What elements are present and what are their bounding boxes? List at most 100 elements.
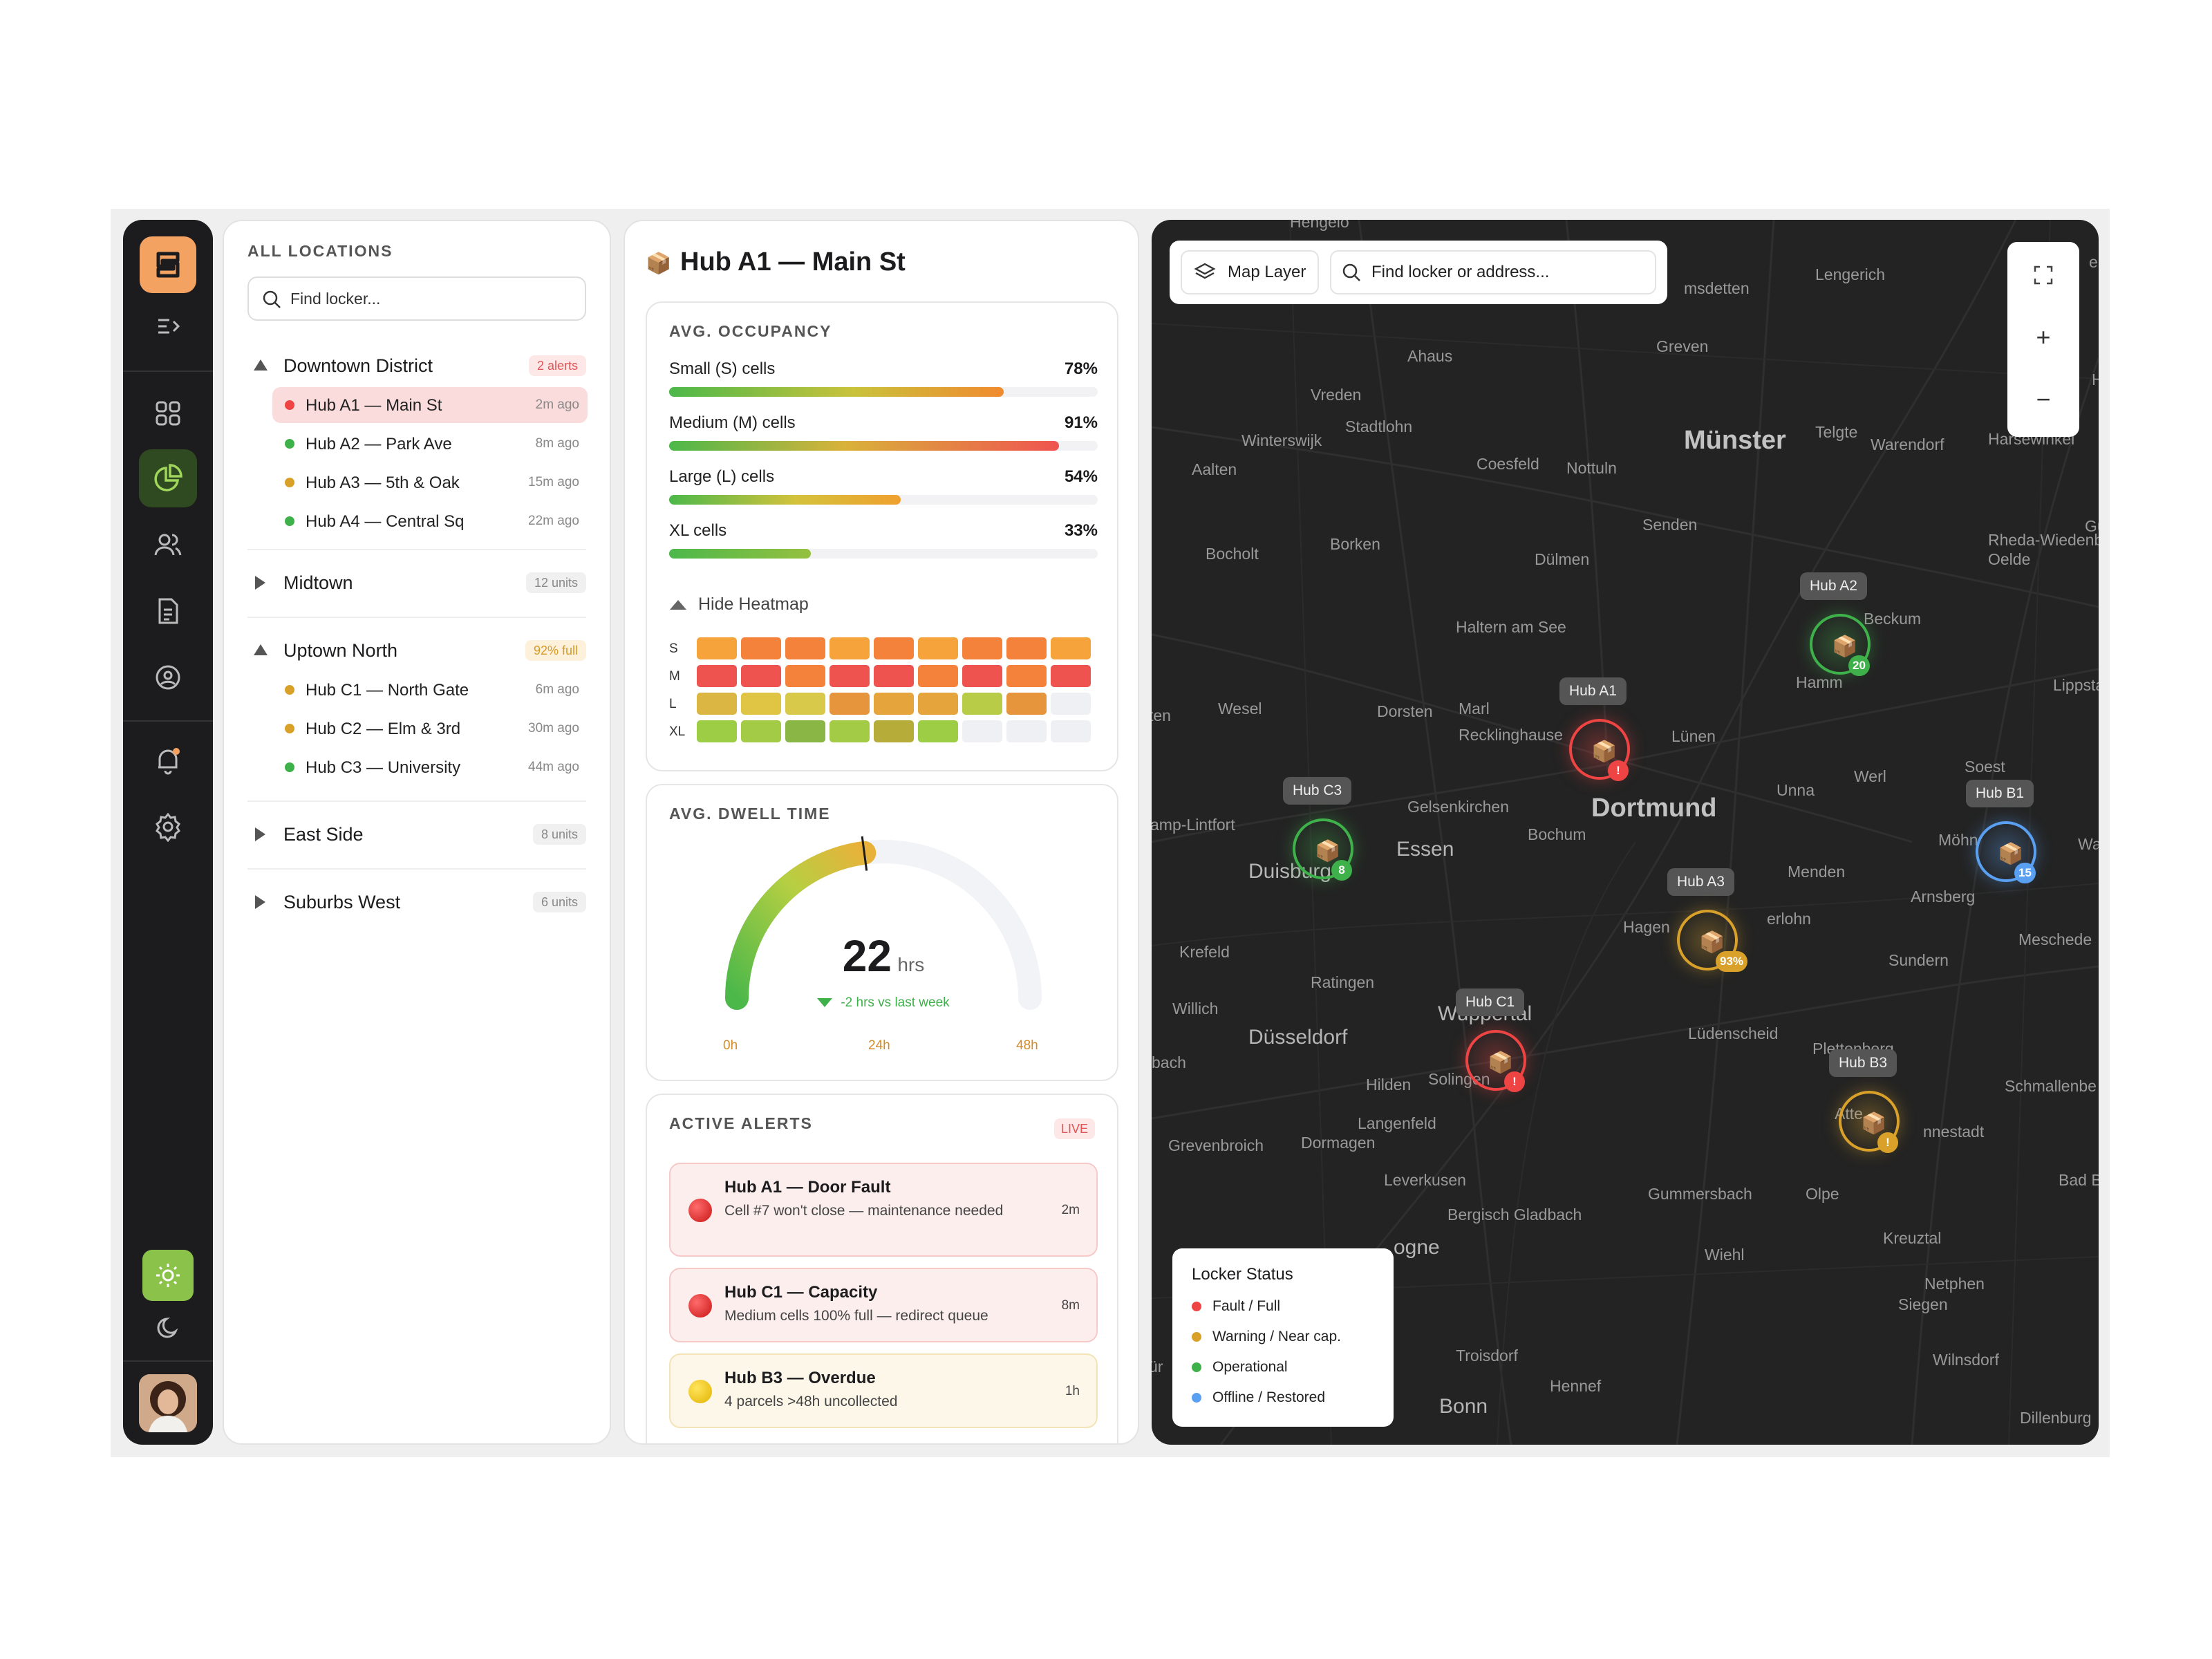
document-icon[interactable] [139,582,197,640]
heatmap-cell[interactable] [874,693,914,715]
status-dot [285,478,294,487]
heatmap-cell[interactable] [918,720,958,742]
heatmap-cell[interactable] [1051,720,1091,742]
heatmap-cell[interactable] [874,665,914,687]
heatmap-cell[interactable] [1006,665,1047,687]
map-marker-hub-a1[interactable]: Hub A1 📦 ! [1559,677,1634,784]
map-marker-hub-a2[interactable]: Hub A2 📦 20 [1800,572,1875,679]
heatmap-cell[interactable] [830,720,870,742]
avatar[interactable] [139,1374,197,1432]
map-city-label: Dormagen [1301,1134,1376,1152]
dwell-heading: AVG. DWELL TIME [669,805,831,823]
map-city-label: Gelsenkirchen [1407,798,1510,816]
users-icon[interactable] [139,516,197,574]
list-item-hub-a4[interactable]: Hub A4 — Central Sq 22m ago [272,503,588,539]
map-city-label: Krefeld [1179,943,1230,961]
map-roads [1152,220,2099,1445]
heatmap-cell[interactable] [1051,693,1091,715]
group-midtown[interactable]: Midtown 12 units [247,567,586,597]
map-marker-hub-b1[interactable]: Hub B1 📦 15 [1966,780,2041,886]
list-item-hub-a2[interactable]: Hub A2 — Park Ave 8m ago [272,426,588,462]
group-badge: 92% full [525,640,586,661]
zoom-in-button[interactable]: + [2036,323,2051,351]
settings-icon[interactable] [139,798,197,856]
logo-s-icon[interactable] [140,236,196,293]
map-marker-hub-b3[interactable]: Hub B3 📦 ! [1829,1049,1904,1156]
map-city-label: Recklinghause [1459,726,1563,744]
alert-item[interactable]: Hub B3 — Overdue 4 parcels >48h uncollec… [669,1353,1098,1428]
heatmap-cell[interactable] [697,693,737,715]
toggle-label: Hide Heatmap [698,594,809,614]
group-east-side[interactable]: East Side 8 units [247,818,586,849]
heatmap-cell[interactable] [1006,637,1047,659]
group-badge: 6 units [532,892,586,912]
map-city-label: Wilnsdorf [1933,1351,1999,1369]
bell-icon[interactable] [139,731,197,789]
rail-divider [123,371,213,372]
heatmap-cell[interactable] [1006,720,1047,742]
collapse-menu-icon[interactable] [139,297,197,355]
heatmap-cell[interactable] [962,637,1002,659]
search-icon [1342,263,1360,281]
moon-icon[interactable] [142,1302,194,1353]
map-city-label: ogne [1394,1236,1440,1259]
alert-item[interactable]: Hub C1 — Capacity Medium cells 100% full… [669,1268,1098,1342]
list-item-hub-c1[interactable]: Hub C1 — North Gate 6m ago [272,672,588,708]
marker-badge: 93% [1716,951,1748,972]
list-item-hub-c3[interactable]: Hub C3 — University 44m ago [272,749,588,785]
heatmap-cell[interactable] [874,637,914,659]
group-suburbs-west[interactable]: Suburbs West 6 units [247,886,586,917]
heatmap-cell[interactable] [962,665,1002,687]
alert-item[interactable]: Hub A1 — Door Fault Cell #7 won't close … [669,1163,1098,1257]
fullscreen-icon[interactable] [2020,252,2067,299]
list-item-hub-a3[interactable]: Hub A3 — 5th & Oak 15m ago [272,465,588,500]
heatmap-cell[interactable] [830,637,870,659]
heatmap-cell[interactable] [697,720,737,742]
heatmap-cell[interactable] [741,693,781,715]
pie-chart-icon[interactable] [139,449,197,507]
heatmap-cell[interactable] [741,637,781,659]
heatmap-cell[interactable] [741,665,781,687]
heatmap-cell[interactable] [830,665,870,687]
map-city-label: Güte [2085,517,2099,535]
heatmap-cell[interactable] [962,720,1002,742]
map-marker-hub-c1[interactable]: Hub C1 📦 ! [1456,988,1530,1095]
zoom-out-button[interactable]: − [2036,385,2051,413]
heatmap-cell[interactable] [1006,693,1047,715]
map-city-label: Rheda-Wiedenb [1988,531,2099,549]
heatmap-cell[interactable] [697,637,737,659]
sun-icon[interactable] [142,1250,194,1301]
map-marker-hub-a3[interactable]: Hub A3 📦 93% [1667,868,1748,975]
alert-time: 8m [1061,1298,1080,1313]
heatmap-cell[interactable] [785,665,825,687]
heatmap-cell[interactable] [918,665,958,687]
heatmap-cell[interactable] [1051,637,1091,659]
marker-label: Hub C3 [1283,777,1352,805]
heatmap-cell[interactable] [741,720,781,742]
heatmap-cell[interactable] [962,693,1002,715]
locker-search-input[interactable]: Find locker... [247,276,586,321]
list-item-hub-c2[interactable]: Hub C2 — Elm & 3rd 30m ago [272,711,588,747]
heatmap-cell[interactable] [918,637,958,659]
map-pin-icon[interactable] [139,648,197,706]
grid-icon[interactable] [139,384,197,442]
map-search-input[interactable]: Find locker or address... [1330,250,1656,294]
chevron-up-icon [670,599,686,610]
group-downtown-district[interactable]: Downtown District 2 alerts [247,350,586,380]
map-layer-button[interactable]: Map Layer [1181,250,1319,294]
heatmap-cell[interactable] [785,693,825,715]
heatmap-cell[interactable] [785,720,825,742]
group-uptown-north[interactable]: Uptown North 92% full [247,635,586,665]
heatmap-cell[interactable] [785,637,825,659]
heatmap-cell[interactable] [697,665,737,687]
heatmap-cell[interactable] [918,693,958,715]
map-marker-hub-c3[interactable]: Hub C3 📦 8 [1283,777,1358,883]
map-view[interactable]: Hengelo msdetten Lengerich Ahaus Greven Vrede… [1152,220,2099,1445]
rail-divider [123,1360,213,1362]
list-item-hub-a1[interactable]: Hub A1 — Main St 2m ago [272,387,588,423]
heatmap-cell[interactable] [874,720,914,742]
hide-heatmap-toggle[interactable]: Hide Heatmap [669,594,809,615]
heatmap-cell[interactable] [830,693,870,715]
search-placeholder: Find locker... [290,289,381,308]
heatmap-cell[interactable] [1051,665,1091,687]
